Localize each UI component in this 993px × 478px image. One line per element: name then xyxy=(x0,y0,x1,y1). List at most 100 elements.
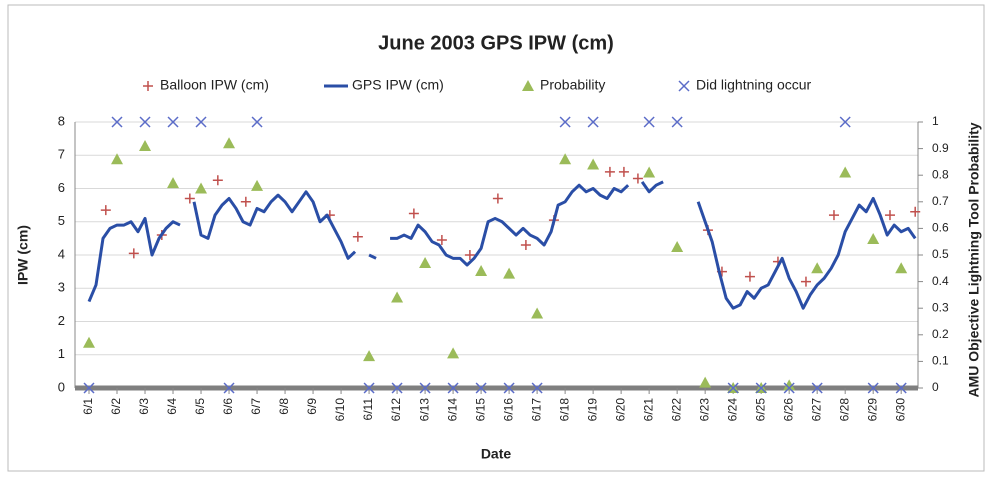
lightning-point xyxy=(867,382,879,394)
x-tick-label: 6/19 xyxy=(585,398,599,422)
probability-point xyxy=(111,153,124,165)
balloon-point xyxy=(184,193,195,204)
x-tick-label: 6/12 xyxy=(389,398,403,422)
x-tick-label: 6/4 xyxy=(165,398,179,415)
probability-point xyxy=(531,307,544,319)
x-tick-label: 6/23 xyxy=(697,398,711,422)
y2-axis-title: AMU Objective Lightning Tool Probability xyxy=(966,122,982,397)
legend-swatch xyxy=(143,81,153,91)
lightning-point xyxy=(363,382,375,394)
probability-point xyxy=(839,166,852,178)
y2-tick-label: 0.2 xyxy=(932,327,949,341)
lightning-point xyxy=(139,116,151,128)
chart-title: June 2003 GPS IPW (cm) xyxy=(378,32,614,54)
x-tick-label: 6/16 xyxy=(501,398,515,422)
x-tick-label: 6/17 xyxy=(529,398,543,422)
legend-swatch xyxy=(522,80,534,91)
x-tick-label: 6/28 xyxy=(837,398,851,422)
balloon-point xyxy=(352,231,363,242)
x-tick-label: 6/7 xyxy=(249,398,263,415)
x-tick-label: 6/29 xyxy=(865,398,879,422)
probability-point xyxy=(559,153,572,165)
x-tick-label: 6/5 xyxy=(193,398,207,415)
lightning-point xyxy=(671,116,683,128)
x-tick-label: 6/21 xyxy=(641,398,655,422)
y-tick-label: 3 xyxy=(58,280,65,295)
lightning-point xyxy=(839,116,851,128)
lightning-point xyxy=(447,382,459,394)
probability-point xyxy=(139,139,152,151)
y2-tick-label: 0.6 xyxy=(932,221,949,235)
y2-tick-label: 0.1 xyxy=(932,354,949,368)
balloon-point xyxy=(492,193,503,204)
legend-label: Probability xyxy=(540,77,605,93)
x-tick-label: 6/30 xyxy=(893,398,907,422)
legend-label: GPS IPW (cm) xyxy=(352,77,444,93)
balloon-point xyxy=(744,271,755,282)
lightning-point xyxy=(251,116,263,128)
x-tick-label: 6/20 xyxy=(613,398,627,422)
balloon-point xyxy=(828,210,839,221)
y2-tick-label: 0.9 xyxy=(932,141,949,155)
lightning-point xyxy=(531,382,543,394)
probability-point xyxy=(699,376,712,388)
x-tick-label: 6/11 xyxy=(361,398,375,421)
y2-tick-label: 0.8 xyxy=(932,167,949,181)
x-tick-label: 6/1 xyxy=(81,398,95,415)
lightning-point xyxy=(783,382,795,394)
lightning-point xyxy=(503,382,515,394)
lightning-point xyxy=(755,382,767,394)
y2-tick-label: 0 xyxy=(932,380,939,394)
lightning-point xyxy=(391,382,403,394)
x-tick-label: 6/3 xyxy=(137,398,151,415)
probability-point xyxy=(783,379,796,391)
y2-tick-label: 0.5 xyxy=(932,247,949,261)
probability-point xyxy=(167,177,180,189)
probability-point xyxy=(503,267,516,279)
balloon-point xyxy=(618,166,629,177)
lightning-point xyxy=(559,116,571,128)
probability-point xyxy=(447,347,460,359)
y2-tick-label: 0.3 xyxy=(932,300,949,314)
lightning-point xyxy=(195,116,207,128)
lightning-point xyxy=(643,116,655,128)
x-tick-label: 6/8 xyxy=(277,398,291,415)
lightning-point xyxy=(475,382,487,394)
balloon-point xyxy=(128,248,139,259)
y-tick-label: 1 xyxy=(58,346,65,361)
legend-label: Did lightning occur xyxy=(696,77,812,93)
lightning-point xyxy=(811,382,823,394)
x-axis-title: Date xyxy=(481,446,512,462)
balloon-point xyxy=(212,175,223,186)
chart-frame xyxy=(7,4,985,472)
y-tick-label: 8 xyxy=(58,113,65,128)
x-tick-label: 6/25 xyxy=(753,398,767,422)
balloon-point xyxy=(464,250,475,260)
balloon-point xyxy=(240,196,251,207)
lightning-point xyxy=(223,382,235,394)
balloon-point xyxy=(800,276,811,287)
probability-point xyxy=(671,241,684,253)
balloon-point xyxy=(100,205,111,216)
x-tick-label: 6/13 xyxy=(417,398,431,422)
y-axis-title: IPW (cm) xyxy=(15,225,31,285)
x-tick-label: 6/2 xyxy=(109,398,123,415)
probability-point xyxy=(867,233,880,245)
probability-point xyxy=(475,264,488,276)
y2-tick-label: 0.4 xyxy=(932,274,949,288)
legend-swatch xyxy=(678,80,690,92)
lightning-point xyxy=(111,116,123,128)
probability-point xyxy=(83,336,96,348)
x-tick-label: 6/24 xyxy=(725,398,739,422)
x-tick-label: 6/6 xyxy=(221,398,235,415)
gps-line xyxy=(87,180,917,310)
balloon-point xyxy=(436,235,447,246)
balloon-point xyxy=(520,240,531,251)
probability-point xyxy=(643,166,656,178)
y-tick-label: 2 xyxy=(58,313,65,328)
balloon-point xyxy=(604,166,615,177)
y-tick-label: 7 xyxy=(58,147,65,162)
probability-point xyxy=(419,256,432,268)
y-tick-label: 0 xyxy=(58,379,65,394)
